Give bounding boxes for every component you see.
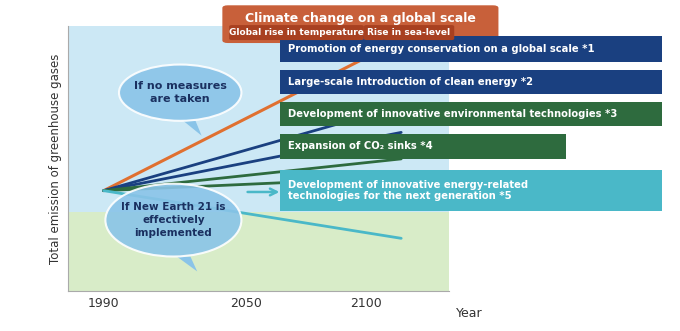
Bar bbox=[68, 212, 449, 291]
Text: Expansion of CO₂ sinks *4: Expansion of CO₂ sinks *4 bbox=[288, 141, 432, 151]
Text: Global rise in temperature: Global rise in temperature bbox=[229, 28, 364, 37]
Text: Climate change on a global scale: Climate change on a global scale bbox=[245, 12, 476, 25]
FancyBboxPatch shape bbox=[280, 134, 566, 159]
FancyBboxPatch shape bbox=[280, 70, 662, 94]
Text: Year: Year bbox=[456, 307, 483, 320]
Text: If no measures
are taken: If no measures are taken bbox=[134, 81, 226, 104]
FancyBboxPatch shape bbox=[222, 5, 498, 43]
Polygon shape bbox=[184, 121, 201, 136]
Polygon shape bbox=[177, 257, 197, 271]
FancyBboxPatch shape bbox=[364, 25, 454, 40]
Bar bbox=[68, 26, 449, 212]
FancyBboxPatch shape bbox=[229, 25, 364, 40]
FancyBboxPatch shape bbox=[280, 36, 662, 62]
Text: Rise in sea-level: Rise in sea-level bbox=[367, 28, 451, 37]
Text: Large-scale Introduction of clean energy *2: Large-scale Introduction of clean energy… bbox=[288, 77, 532, 87]
Ellipse shape bbox=[119, 65, 241, 121]
Text: If New Earth 21 is
effectively
implemented: If New Earth 21 is effectively implement… bbox=[121, 202, 226, 238]
FancyBboxPatch shape bbox=[280, 102, 662, 126]
FancyBboxPatch shape bbox=[280, 170, 662, 211]
Ellipse shape bbox=[105, 184, 241, 257]
Y-axis label: Total emission of greenhouse gases: Total emission of greenhouse gases bbox=[50, 54, 63, 264]
Text: Development of innovative environmental technologies *3: Development of innovative environmental … bbox=[288, 109, 617, 119]
Text: Development of innovative energy-related
technologies for the next generation *5: Development of innovative energy-related… bbox=[288, 180, 528, 202]
FancyArrowPatch shape bbox=[248, 189, 277, 195]
Text: Promotion of energy conservation on a global scale *1: Promotion of energy conservation on a gl… bbox=[288, 44, 594, 54]
